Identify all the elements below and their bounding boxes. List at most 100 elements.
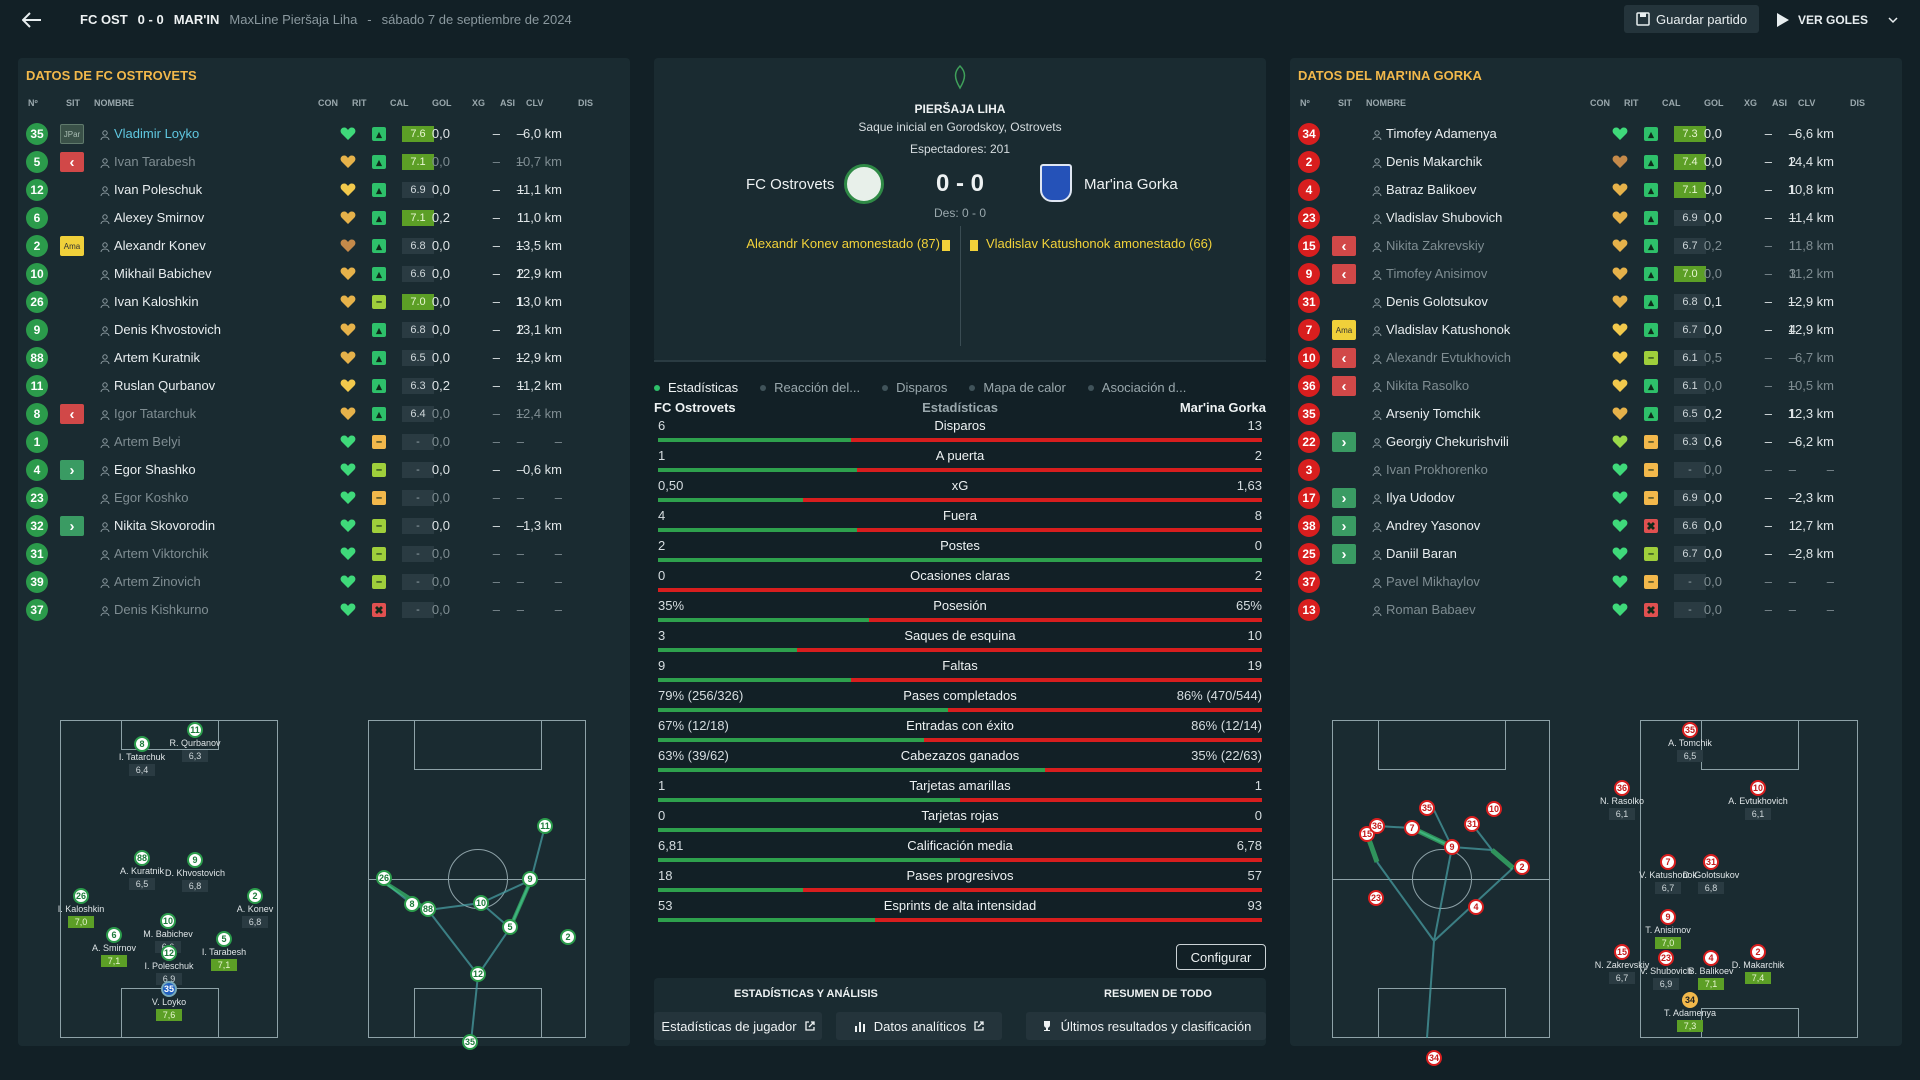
pass-node[interactable]: 88: [420, 901, 436, 917]
away-crest-icon[interactable]: [1040, 164, 1072, 202]
tab-estadisticas[interactable]: Estadísticas: [654, 380, 738, 395]
pass-node[interactable]: 26: [376, 870, 392, 886]
player-name[interactable]: Egor Shashko: [114, 462, 196, 477]
player-row[interactable]: 10 Mikhail Babichev ▴ 6.6 0,0 – 2 12,9 km: [26, 260, 622, 288]
player-marker[interactable]: 5: [216, 931, 232, 947]
player-marker[interactable]: 9: [1660, 909, 1676, 925]
player-marker[interactable]: 7: [1660, 854, 1676, 870]
player-row[interactable]: 36 ‹ Nikita Rasolko ▴ 6.1 0,0 – –10,5 km: [1298, 372, 1894, 400]
player-name[interactable]: Denis Khvostovich: [114, 322, 221, 337]
pass-node[interactable]: 35: [1419, 800, 1435, 816]
tab-mapa-calor[interactable]: Mapa de calor: [969, 380, 1066, 395]
player-name[interactable]: Vladislav Katushonok: [1386, 322, 1511, 337]
player-row[interactable]: 23 Vladislav Shubovich ▴ 6.9 0,0– –11,4 km: [1298, 204, 1894, 232]
col-xg[interactable]: XG: [1744, 98, 1758, 108]
player-name[interactable]: Mikhail Babichev: [114, 266, 212, 281]
player-row[interactable]: 7 Ama Vladislav Katushonok ▴ 6.7 0,0 – 4 12,9 km: [1298, 316, 1894, 344]
player-marker[interactable]: 4: [1703, 950, 1719, 966]
player-marker[interactable]: 11: [187, 722, 203, 738]
home-team-name[interactable]: FC Ostrovets: [746, 176, 835, 193]
player-row[interactable]: 31 Denis Golotsukov ▴ 6.8 0,1 – –12,9 km: [1298, 288, 1894, 316]
player-row[interactable]: 3 Ivan Prokhorenko – -0,0 – – –: [1298, 456, 1894, 484]
player-row[interactable]: 39 Artem Zinovich – -0,0 – – –: [26, 568, 622, 596]
pass-node[interactable]: 10: [473, 895, 489, 911]
col-asi[interactable]: ASI: [500, 98, 516, 108]
player-marker[interactable]: 35: [161, 981, 177, 997]
player-name[interactable]: Igor Tatarchuk: [114, 406, 197, 421]
col-sit[interactable]: SIT: [66, 98, 81, 108]
pass-node[interactable]: 12: [470, 966, 486, 982]
player-row[interactable]: 11 Ruslan Qurbanov ▴ 6.3 0,2– –11,2 km: [26, 372, 622, 400]
chevron-down-icon[interactable]: [1888, 16, 1898, 24]
pass-node[interactable]: 35: [462, 1034, 478, 1050]
player-name[interactable]: Georgiy Chekurishvili: [1386, 434, 1509, 449]
player-name[interactable]: Denis Makarchik: [1386, 154, 1483, 169]
player-name[interactable]: Arseniy Tomchik: [1386, 406, 1481, 421]
player-row[interactable]: 34 Timofey Adamenya ▴ 7.3 0,0– –6,6 km: [1298, 120, 1894, 148]
player-name[interactable]: Artem Zinovich: [114, 574, 201, 589]
player-marker[interactable]: 36: [1614, 780, 1630, 796]
player-row[interactable]: 35 JPar Vladimir Loyko ▴ 7.6 0,0– –6,0 km: [26, 120, 622, 148]
player-row[interactable]: 4 Batraz Balikoev ▴ 7.1 0,0 – 1 10,8 km: [1298, 176, 1894, 204]
col-con[interactable]: CON: [1590, 98, 1610, 108]
pass-node[interactable]: 10: [1486, 801, 1502, 817]
player-name[interactable]: Ivan Prokhorenko: [1386, 462, 1488, 477]
player-row[interactable]: 37 Denis Kishkurno ✖ -0,0 – – –: [26, 596, 622, 624]
col-num[interactable]: Nº: [28, 98, 38, 108]
player-marker[interactable]: 2: [247, 888, 263, 904]
player-name[interactable]: Alexandr Konev: [114, 238, 206, 253]
player-row[interactable]: 5 ‹ Ivan Tarabesh ▴ 7.1 0,0 – –10,7 km: [26, 148, 622, 176]
player-marker[interactable]: 15: [1614, 944, 1630, 960]
player-name[interactable]: Ruslan Qurbanov: [114, 378, 216, 393]
col-sit[interactable]: SIT: [1338, 98, 1353, 108]
player-row[interactable]: 13 Roman Babaev ✖ -0,0 – – –: [1298, 596, 1894, 624]
player-row[interactable]: 1 Artem Belyi – -0,0 – – –: [26, 428, 622, 456]
player-name[interactable]: Alexey Smirnov: [114, 210, 205, 225]
player-name[interactable]: Nikita Skovorodin: [114, 518, 216, 533]
away-team-name[interactable]: Mar'ina Gorka: [1084, 176, 1178, 193]
player-marker[interactable]: 6: [106, 927, 122, 943]
player-row[interactable]: 31 Artem Viktorchik – -0,0 – – –: [26, 540, 622, 568]
tab-reaccion[interactable]: Reacción del...: [760, 380, 860, 395]
player-row[interactable]: 15 ‹ Nikita Zakrevskiy ▴ 6.7 0,2 – 1 11,8 km: [1298, 232, 1894, 260]
player-marker[interactable]: 12: [161, 945, 177, 961]
player-name[interactable]: Ilya Udodov: [1386, 490, 1455, 505]
player-name[interactable]: Artem Belyi: [114, 434, 181, 449]
pass-node[interactable]: 31: [1464, 816, 1480, 832]
player-marker[interactable]: 23: [1658, 950, 1674, 966]
home-crest-icon[interactable]: [844, 164, 884, 204]
player-name[interactable]: Ivan Kaloshkin: [114, 294, 199, 309]
player-name[interactable]: Pavel Mikhaylov: [1386, 574, 1480, 589]
analytics-button[interactable]: Datos analíticos: [836, 1012, 1002, 1040]
player-name[interactable]: Vladislav Shubovich: [1386, 210, 1503, 225]
col-rit[interactable]: RIT: [352, 98, 367, 108]
competition-name[interactable]: MaxLine Pieršaja Liha: [229, 12, 358, 27]
player-name[interactable]: Alexandr Evtukhovich: [1386, 350, 1512, 365]
pass-node[interactable]: 9: [1444, 839, 1460, 855]
player-marker[interactable]: 34: [1682, 992, 1698, 1008]
player-name[interactable]: Andrey Yasonov: [1386, 518, 1481, 533]
pass-node[interactable]: 11: [537, 818, 553, 834]
col-asi[interactable]: ASI: [1772, 98, 1788, 108]
player-row[interactable]: 6 Alexey Smirnov ▴ 7.1 0,2 – 1 11,0 km: [26, 204, 622, 232]
pass-node[interactable]: 36: [1369, 818, 1385, 834]
player-marker[interactable]: 9: [187, 852, 203, 868]
player-name[interactable]: Timofey Adamenya: [1386, 126, 1497, 141]
player-row[interactable]: 22 › Georgiy Chekurishvili –6.3 0,6– –6,2 km: [1298, 428, 1894, 456]
pass-node[interactable]: 2: [1514, 859, 1530, 875]
player-name[interactable]: Nikita Zakrevskiy: [1386, 238, 1485, 253]
col-num[interactable]: Nº: [1300, 98, 1310, 108]
col-name[interactable]: NOMBRE: [94, 98, 134, 108]
player-row[interactable]: 9 ‹ Timofey Anisimov ▴ 7.0 0,0 – 3 11,2 km: [1298, 260, 1894, 288]
player-name[interactable]: Denis Kishkurno: [114, 602, 209, 617]
player-row[interactable]: 35 Arseniy Tomchik ▴ 6.5 0,2 – 1 12,3 km: [1298, 400, 1894, 428]
player-row[interactable]: 9 Denis Khvostovich ▴ 6.8 0,0 – 2 13,1 km: [26, 316, 622, 344]
player-name[interactable]: Vladimir Loyko: [114, 126, 200, 141]
player-name[interactable]: Nikita Rasolko: [1386, 378, 1470, 393]
player-name[interactable]: Roman Babaev: [1386, 602, 1476, 617]
player-name[interactable]: Artem Kuratnik: [114, 350, 200, 365]
home-event[interactable]: Alexandr Konev amonestado (87): [746, 236, 940, 251]
player-row[interactable]: 17 › Ilya Udodov –6.9 0,0– –2,3 km: [1298, 484, 1894, 512]
player-name[interactable]: Ivan Poleschuk: [114, 182, 203, 197]
col-cal[interactable]: CAL: [390, 98, 409, 108]
